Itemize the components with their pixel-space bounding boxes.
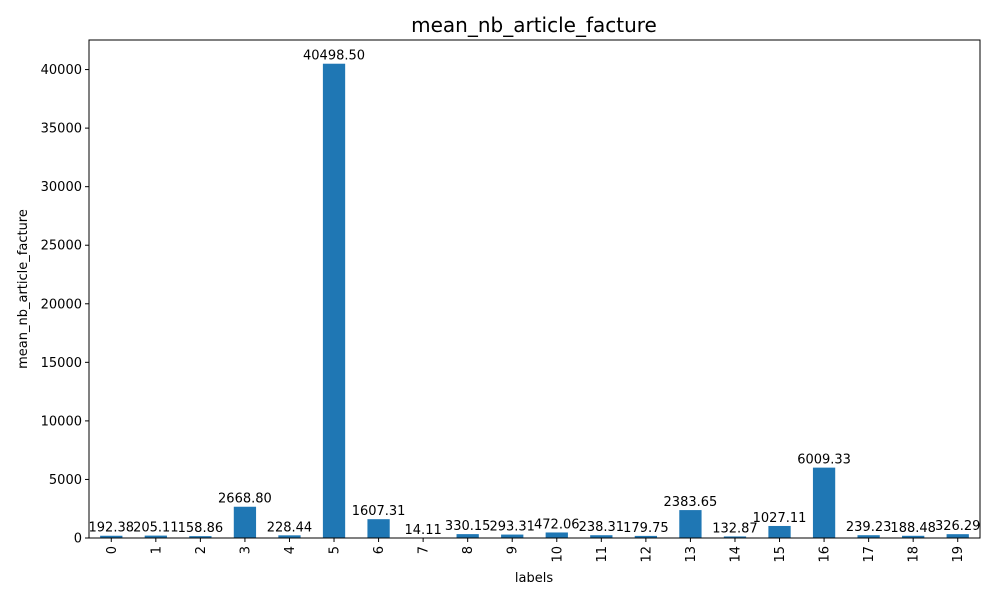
bar bbox=[768, 525, 791, 538]
y-tick-label: 5000 bbox=[49, 473, 82, 488]
bar bbox=[946, 534, 969, 538]
bar bbox=[902, 535, 925, 538]
x-tick-label: 14 bbox=[728, 546, 743, 563]
bar-value-label: 2668.80 bbox=[218, 492, 272, 507]
x-tick-label: 15 bbox=[773, 546, 788, 563]
x-tick-label: 1 bbox=[149, 546, 164, 554]
bar-value-labels: 192.38 205.11 158.86 2668.80 228.44 40498.50 1… bbox=[89, 49, 981, 538]
bar bbox=[367, 519, 390, 538]
y-axis-ticks: 0 5000 10000 15000 20000 25000 30000 35000 40000 bbox=[41, 63, 89, 547]
bar bbox=[144, 535, 167, 538]
x-tick-label: 11 bbox=[595, 546, 610, 563]
x-tick-label: 12 bbox=[639, 546, 654, 563]
x-tick-label: 10 bbox=[550, 546, 565, 563]
y-tick-label: 30000 bbox=[41, 180, 82, 195]
bar-value-label: 205.11 bbox=[133, 521, 179, 536]
bar bbox=[723, 536, 747, 538]
bar-value-label: 293.31 bbox=[489, 520, 535, 535]
x-tick-label: 13 bbox=[684, 546, 699, 563]
bar bbox=[322, 63, 346, 538]
x-tick-label: 0 bbox=[105, 546, 120, 554]
y-tick-label: 20000 bbox=[41, 297, 82, 312]
bar bbox=[545, 532, 568, 538]
bar-value-label: 6009.33 bbox=[797, 453, 851, 468]
chart-title: mean_nb_article_facture bbox=[411, 13, 657, 37]
bars bbox=[100, 63, 969, 538]
bar bbox=[857, 535, 880, 538]
x-axis-ticks: 0 1 2 3 4 5 6 7 8 9 10 11 12 13 14 15 16 17 18 19 bbox=[105, 538, 966, 563]
x-tick-label: 16 bbox=[818, 546, 833, 563]
y-tick-label: 0 bbox=[74, 532, 82, 547]
bar-value-label: 238.31 bbox=[579, 520, 625, 535]
y-tick-label: 35000 bbox=[41, 122, 82, 137]
bar-value-label: 1607.31 bbox=[352, 504, 406, 519]
bar bbox=[233, 506, 257, 538]
plot-frame bbox=[88, 39, 981, 539]
x-tick-label: 9 bbox=[506, 546, 521, 554]
bar-value-label: 188.48 bbox=[890, 521, 936, 536]
x-tick-label: 7 bbox=[417, 546, 432, 554]
x-tick-label: 6 bbox=[372, 546, 387, 554]
bar bbox=[679, 510, 702, 538]
y-tick-label: 40000 bbox=[41, 63, 82, 78]
x-tick-label: 4 bbox=[283, 546, 298, 554]
bar bbox=[501, 534, 524, 538]
x-tick-label: 3 bbox=[238, 546, 253, 554]
x-tick-label: 17 bbox=[862, 546, 877, 563]
bar-value-label: 158.86 bbox=[178, 521, 224, 536]
x-tick-label: 2 bbox=[194, 546, 209, 554]
bar-value-label: 228.44 bbox=[267, 520, 313, 535]
bar-value-label: 1027.11 bbox=[753, 511, 807, 526]
y-tick-label: 10000 bbox=[41, 414, 82, 429]
x-axis-label: labels bbox=[515, 571, 553, 586]
bar-value-label: 472.06 bbox=[534, 517, 580, 532]
y-tick-label: 15000 bbox=[41, 356, 82, 371]
x-tick-label: 8 bbox=[461, 546, 476, 554]
bar-value-label: 179.75 bbox=[623, 521, 669, 536]
bar bbox=[812, 467, 836, 538]
bar-value-label: 2383.65 bbox=[664, 495, 718, 510]
bar bbox=[189, 536, 212, 538]
x-tick-label: 5 bbox=[328, 546, 343, 554]
bar bbox=[456, 534, 479, 538]
bar-value-label: 330.15 bbox=[445, 519, 491, 534]
bar-value-label: 326.29 bbox=[935, 519, 981, 534]
bar-value-label: 40498.50 bbox=[303, 49, 365, 64]
y-axis-label: mean_nb_article_facture bbox=[16, 209, 31, 369]
bar-value-label: 239.23 bbox=[846, 520, 892, 535]
bar-value-label: 132.87 bbox=[712, 521, 758, 536]
bar bbox=[590, 535, 613, 538]
x-tick-label: 19 bbox=[951, 546, 966, 563]
y-tick-label: 25000 bbox=[41, 239, 82, 254]
bar-value-label: 192.38 bbox=[89, 521, 135, 536]
bar bbox=[100, 535, 123, 538]
x-tick-label: 18 bbox=[907, 546, 922, 563]
bar bbox=[634, 535, 658, 538]
bar bbox=[278, 535, 301, 538]
bar-value-label: 14.11 bbox=[405, 523, 442, 538]
